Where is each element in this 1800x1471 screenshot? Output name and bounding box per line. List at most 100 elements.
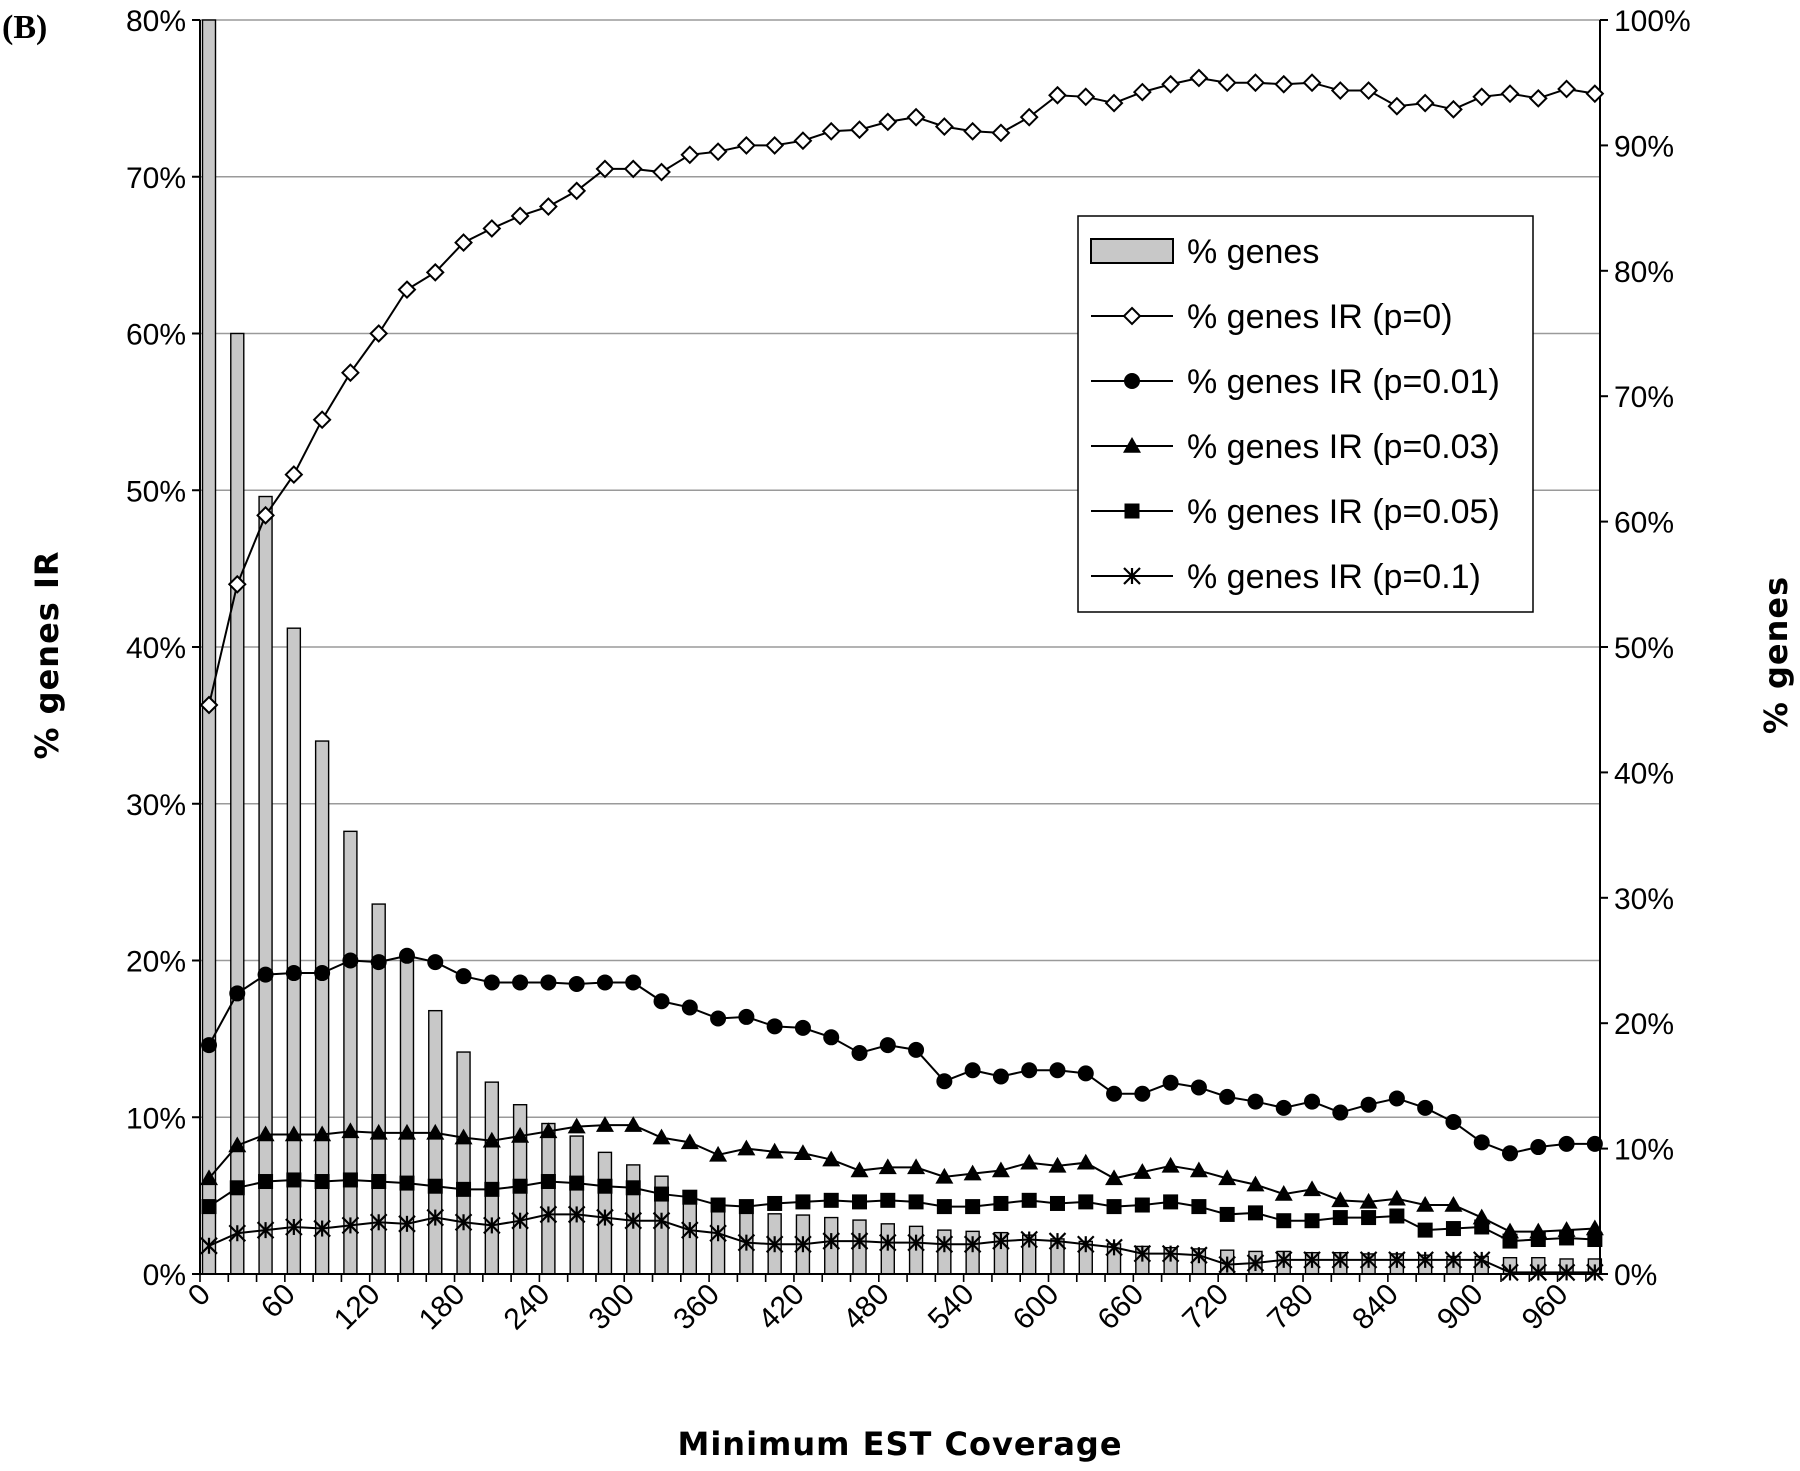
- x-tick-label: 300: [582, 1278, 641, 1337]
- marker-triangle: [313, 1125, 332, 1142]
- marker-square: [1332, 1210, 1348, 1226]
- marker-square: [1530, 1232, 1546, 1248]
- marker-circle: [314, 965, 331, 982]
- marker-asterisk: [426, 1208, 445, 1227]
- legend: % genes % genes IR (p=0) % genes IR (p=0.0…: [1077, 215, 1534, 613]
- marker-triangle: [1218, 1169, 1237, 1186]
- marker-triangle: [907, 1158, 926, 1175]
- marker-diamond: [906, 107, 926, 127]
- marker-diamond: [227, 574, 247, 594]
- series-line: [208, 1178, 1595, 1243]
- marker-square: [1219, 1206, 1235, 1222]
- marker-asterisk: [907, 1233, 925, 1252]
- marker-circle: [1304, 1093, 1321, 1110]
- x-tick-label: 0: [182, 1278, 217, 1313]
- marker-diamond: [934, 117, 954, 137]
- marker-circle: [1124, 373, 1140, 389]
- marker-asterisk: [992, 1232, 1010, 1250]
- marker-circle: [851, 1044, 868, 1061]
- marker-circle: [285, 965, 302, 982]
- marker-diamond: [1076, 87, 1096, 107]
- marker-diamond: [312, 410, 332, 430]
- bar: [201, 19, 217, 1275]
- marker-diamond: [680, 145, 700, 165]
- marker-diamond: [256, 505, 275, 525]
- marker-asterisk: [1218, 1255, 1236, 1274]
- marker-diamond: [991, 123, 1011, 143]
- marker-diamond: [1500, 84, 1520, 104]
- marker-circle: [1247, 1093, 1264, 1110]
- marker-triangle: [454, 1128, 473, 1145]
- left-tick-label: 20%: [126, 946, 186, 979]
- right-tick-label: 20%: [1614, 1008, 1674, 1041]
- marker-diamond: [284, 465, 304, 484]
- x-tick-label: 960: [1516, 1278, 1575, 1337]
- marker-diamond: [595, 159, 615, 179]
- marker-square: [738, 1199, 754, 1215]
- marker-square: [1163, 1194, 1179, 1210]
- marker-triangle: [765, 1142, 784, 1159]
- marker-diamond: [482, 219, 502, 238]
- marker-circle: [1275, 1099, 1292, 1116]
- bar: [314, 740, 330, 1275]
- marker-square: [314, 1174, 330, 1190]
- marker-triangle: [539, 1122, 558, 1139]
- left-tick-label: 40%: [126, 632, 186, 665]
- marker-diamond: [878, 112, 898, 132]
- marker-triangle: [567, 1117, 586, 1134]
- legend-label: % genes: [1187, 233, 1319, 271]
- right-tick-label: 60%: [1614, 507, 1674, 540]
- x-tick-label: 60: [255, 1278, 302, 1325]
- marker-diamond: [736, 135, 756, 155]
- marker-asterisk: [454, 1213, 473, 1232]
- marker-triangle: [991, 1161, 1010, 1178]
- marker-asterisk: [567, 1205, 586, 1224]
- panel-label: (B): [2, 9, 47, 46]
- series-square-filled: [201, 1172, 1603, 1249]
- marker-diamond: [369, 324, 389, 343]
- marker-circle: [1445, 1113, 1462, 1130]
- marker-circle: [1502, 1145, 1519, 1162]
- marker-asterisk: [652, 1211, 671, 1230]
- x-tick-label: 420: [752, 1278, 811, 1337]
- x-axis-title: Minimum EST Coverage: [677, 1425, 1122, 1463]
- marker-triangle: [1416, 1196, 1435, 1212]
- marker-asterisk: [794, 1235, 812, 1253]
- marker-diamond: [538, 197, 558, 216]
- marker-triangle: [1161, 1156, 1180, 1173]
- marker-square: [427, 1178, 443, 1194]
- marker-asterisk: [483, 1216, 501, 1235]
- marker-triangle: [200, 1169, 218, 1186]
- right-tick-label: 80%: [1614, 256, 1674, 289]
- x-tick-label: 900: [1431, 1278, 1490, 1337]
- marker-triangle: [1331, 1191, 1350, 1208]
- bar: [484, 1081, 500, 1275]
- marker-diamond: [1330, 81, 1350, 100]
- marker-asterisk: [709, 1224, 727, 1243]
- marker-circle: [653, 993, 670, 1010]
- marker-square: [371, 1174, 387, 1190]
- marker-triangle: [426, 1123, 445, 1140]
- marker-triangle: [878, 1158, 897, 1175]
- marker-circle: [229, 985, 246, 1002]
- marker-circle: [1473, 1134, 1490, 1151]
- marker-square: [1389, 1208, 1405, 1224]
- right-tick-label: 90%: [1614, 130, 1674, 163]
- marker-asterisk: [200, 1237, 218, 1255]
- series-diamond-open: [199, 68, 1605, 715]
- series-lines: [199, 68, 1605, 1282]
- marker-square: [1191, 1199, 1207, 1215]
- left-tick-label: 70%: [126, 162, 186, 195]
- marker-square: [993, 1195, 1009, 1211]
- marker-triangle: [228, 1136, 247, 1153]
- marker-square: [512, 1178, 528, 1194]
- marker-circle: [992, 1068, 1009, 1085]
- marker-asterisk: [1133, 1244, 1152, 1263]
- right-tick-label: 10%: [1614, 1134, 1674, 1167]
- legend-label: % genes IR (p=0.03): [1187, 428, 1500, 466]
- marker-diamond: [425, 262, 445, 282]
- x-tick-label: 180: [413, 1278, 472, 1337]
- marker-square: [1304, 1213, 1320, 1229]
- legend-box: [1077, 215, 1534, 613]
- marker-asterisk: [398, 1215, 416, 1233]
